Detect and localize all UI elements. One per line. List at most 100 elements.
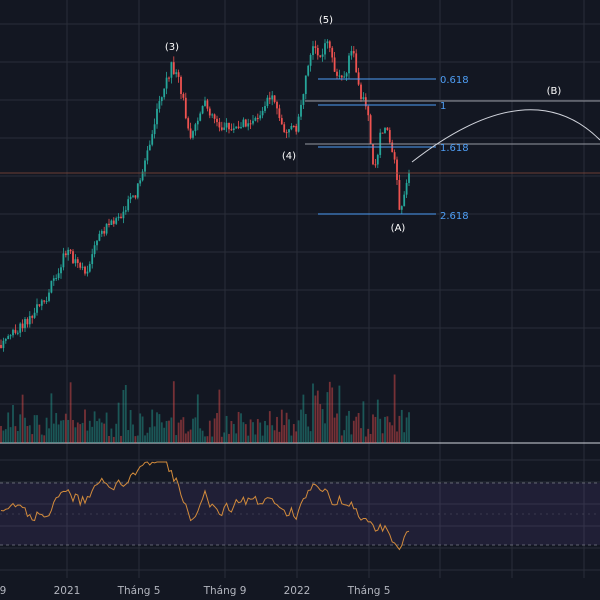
- candle-body: [364, 97, 367, 107]
- candle-body: [336, 71, 338, 76]
- volume-bar: [336, 413, 338, 443]
- candle-body: [273, 95, 276, 102]
- candle-body: [297, 116, 300, 132]
- candle-body: [192, 131, 194, 138]
- volume-bar: [321, 409, 324, 443]
- candle-body: [194, 124, 197, 132]
- volume-bar: [266, 425, 269, 443]
- candle-body: [403, 194, 406, 207]
- candle-body: [148, 144, 151, 151]
- candle-body: [352, 51, 355, 54]
- volume-bar: [175, 435, 178, 443]
- x-tick-label: Tháng 5: [117, 585, 161, 597]
- candle-body: [180, 76, 182, 94]
- candle-body: [201, 105, 204, 114]
- volume-bar: [148, 427, 151, 443]
- candle-body: [52, 278, 55, 281]
- candle-body: [259, 115, 262, 119]
- candle-body: [115, 218, 118, 224]
- volume-bar: [242, 422, 245, 443]
- volume-bar: [352, 420, 355, 443]
- volume-bar: [4, 429, 7, 443]
- candle-body: [360, 84, 362, 100]
- volume-bar: [124, 385, 127, 443]
- volume-bar: [7, 412, 10, 443]
- candle-body: [309, 55, 312, 66]
- volume-bar: [340, 435, 343, 443]
- candle-body: [348, 55, 350, 74]
- candle-body: [132, 195, 134, 197]
- volume-bar: [300, 409, 302, 443]
- candle-body: [160, 97, 163, 102]
- volume-bar: [180, 419, 182, 443]
- volume-bar: [379, 418, 382, 443]
- volume-bar: [168, 420, 170, 443]
- candle-body: [60, 267, 62, 274]
- x-tick-label: 9: [0, 585, 6, 597]
- volume-bar: [288, 419, 290, 443]
- volume-bar: [57, 424, 60, 443]
- candle-body: [136, 183, 139, 198]
- candle-body: [134, 195, 137, 198]
- volume-bar: [350, 434, 353, 443]
- volume-bar: [384, 416, 386, 443]
- volume-bar: [72, 419, 74, 443]
- candle-body: [326, 41, 329, 44]
- wave-b-projection: [411, 109, 600, 163]
- volume-bar: [364, 436, 367, 443]
- candle-body: [264, 106, 266, 111]
- wave-label-5: (5): [319, 15, 333, 26]
- candle-body: [211, 114, 214, 116]
- volume-bar: [132, 424, 134, 443]
- candle-body: [319, 55, 322, 57]
- volume-bar: [110, 428, 113, 443]
- candle-body: [40, 300, 43, 306]
- candle-body: [146, 150, 149, 161]
- volume-bars: [0, 374, 410, 443]
- volume-bar: [93, 411, 96, 443]
- volume-bar: [312, 383, 314, 443]
- volume-bar: [314, 395, 317, 443]
- volume-bar: [52, 423, 55, 443]
- candle-body: [64, 253, 67, 256]
- candle-body: [295, 126, 298, 132]
- candle-body: [338, 75, 341, 77]
- volume-bar: [276, 416, 278, 443]
- volume-bar: [117, 402, 120, 443]
- candle-body: [216, 118, 218, 123]
- volume-bar: [103, 423, 106, 443]
- candle-body: [256, 117, 259, 119]
- candle-body: [268, 97, 271, 100]
- candle-body: [408, 172, 410, 183]
- volume-bar: [43, 435, 46, 443]
- candle-body: [388, 130, 391, 143]
- volume-bar: [26, 426, 29, 443]
- candle-body: [333, 57, 336, 72]
- volume-bar: [69, 382, 72, 443]
- candle-body: [168, 77, 170, 79]
- volume-bar: [237, 411, 240, 443]
- candle-body: [91, 254, 94, 265]
- volume-bar: [55, 413, 58, 443]
- volume-bar: [213, 418, 216, 443]
- volume-bar: [158, 414, 161, 443]
- volume-bar: [254, 434, 257, 443]
- candle-body: [288, 129, 290, 133]
- volume-bar: [187, 431, 190, 443]
- candle-body: [278, 108, 281, 119]
- volume-bar: [309, 431, 312, 443]
- candle-body: [144, 160, 146, 172]
- candle-body: [81, 266, 84, 268]
- volume-bar: [96, 421, 98, 443]
- candle-body: [206, 100, 209, 109]
- candle-body: [122, 211, 125, 219]
- volume-bar: [189, 429, 192, 443]
- candle-body: [324, 43, 326, 55]
- x-tick-label: Tháng 5: [347, 585, 391, 597]
- volume-bar: [122, 389, 125, 443]
- x-tick-label: 2022: [284, 585, 311, 597]
- candle-body: [237, 126, 240, 129]
- volume-bar: [206, 436, 209, 443]
